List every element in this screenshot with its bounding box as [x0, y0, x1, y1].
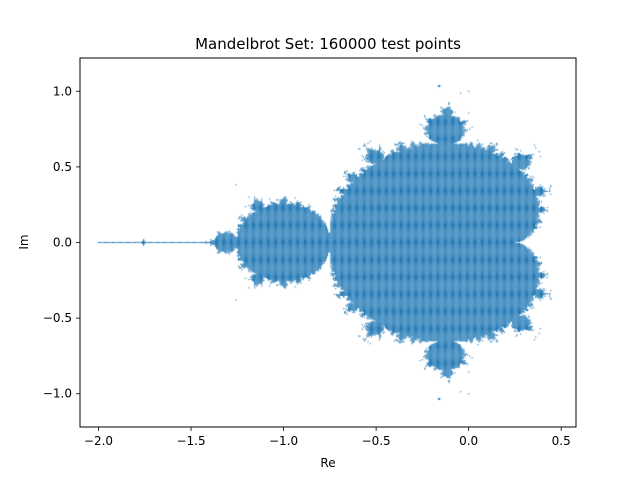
x-tick-label: −1.0: [269, 434, 298, 448]
x-axis-label: Re: [320, 456, 335, 470]
y-tick-label: −1.0: [43, 387, 72, 401]
x-tick-label: −0.5: [362, 434, 391, 448]
x-axis: −2.0 −1.5 −1.0 −0.5 0.0 0.5: [84, 427, 571, 448]
y-axis: −1.0 −0.5 0.0 0.5 1.0: [43, 84, 80, 401]
x-tick-label: −1.5: [176, 434, 205, 448]
x-tick-label: 0.5: [552, 434, 571, 448]
chart-title: Mandelbrot Set: 160000 test points: [195, 35, 461, 53]
y-tick-label: −0.5: [43, 311, 72, 325]
y-tick-label: 1.0: [53, 84, 72, 98]
scatter-points: [80, 58, 576, 427]
x-tick-label: −2.0: [84, 434, 113, 448]
y-tick-label: 0.0: [53, 236, 72, 250]
plot-area: [79, 57, 577, 428]
y-axis-label: Im: [17, 234, 31, 249]
y-tick-label: 0.5: [53, 160, 72, 174]
x-tick-label: 0.0: [459, 434, 478, 448]
